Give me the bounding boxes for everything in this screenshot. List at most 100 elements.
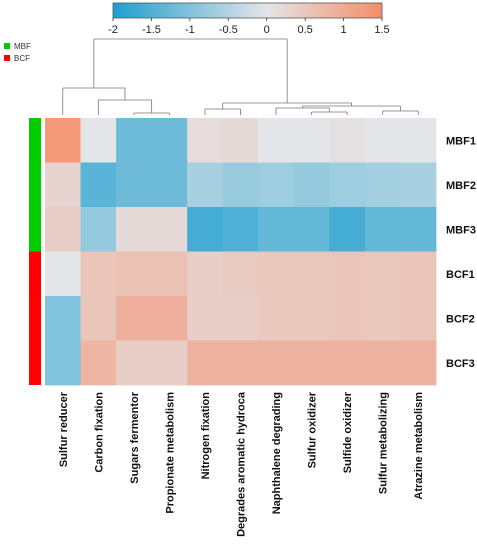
row-labels: MBF1 MBF2 MBF3 BCF1 BCF2 BCF3 — [446, 135, 476, 370]
heatmap-cell — [293, 162, 330, 208]
heatmap-cell — [400, 118, 437, 163]
heatmap-cell — [364, 251, 401, 297]
color-scale-bar: -2 -1.5 -1 -0.5 0 0.5 1 1.5 — [108, 2, 390, 36]
heatmap-cell — [222, 296, 259, 341]
heatmap-cell — [258, 340, 295, 386]
heatmap-cell — [151, 296, 188, 341]
heatmap-cell — [329, 251, 366, 297]
heatmap-cell — [258, 251, 295, 297]
heatmap-cell — [293, 251, 330, 297]
legend-swatch-mbf — [4, 43, 10, 49]
column-label: Degrades aromatic hydroca — [236, 391, 248, 537]
heatmap-cell — [222, 162, 259, 208]
heatmap-cell — [187, 340, 224, 386]
color-scale-tick-label: -1.5 — [142, 24, 161, 36]
heatmap-cell — [258, 162, 295, 208]
column-labels: Sulfur reducer Carbon fixation Sugars ferm… — [58, 391, 425, 537]
heatmap-cell — [364, 340, 401, 386]
heatmap-cell — [364, 118, 401, 163]
legend-swatch-bcf — [4, 55, 10, 61]
heatmap-cell — [400, 296, 437, 341]
heatmap-cell — [80, 296, 117, 341]
heatmap-cell — [258, 207, 295, 252]
row-group-strip — [29, 118, 41, 385]
heatmap-cell — [293, 296, 330, 341]
heatmap-cell — [222, 251, 259, 297]
heatmap-cell — [364, 162, 401, 208]
heatmap-cell — [400, 162, 437, 208]
column-label: Sulfur metabolizing — [378, 392, 390, 494]
heatmap-cell — [151, 207, 188, 252]
heatmap-cell — [293, 340, 330, 386]
heatmap-cell — [329, 207, 366, 252]
heatmap-cell — [116, 296, 153, 341]
heatmap-cell — [45, 162, 81, 208]
legend-label-mbf: MBF — [14, 42, 31, 51]
column-dendrogram — [62, 38, 419, 115]
color-scale-tick-label: 0.5 — [297, 24, 312, 36]
row-label: MBF3 — [446, 224, 476, 236]
heatmap-cell — [329, 162, 366, 208]
heatmap-cell — [45, 207, 81, 252]
color-scale-tick-label: 1 — [341, 24, 347, 36]
heatmap-cell — [400, 207, 437, 252]
heatmap-cell — [45, 251, 81, 297]
heatmap-cell — [187, 162, 224, 208]
heatmap-cell — [258, 118, 295, 163]
row-label: BCF3 — [446, 358, 475, 370]
column-label: Sulfur reducer — [58, 391, 70, 467]
column-label: Naphthalene degrading — [271, 392, 283, 514]
color-scale-tick-label: 1.5 — [374, 24, 389, 36]
heatmap-cell — [222, 207, 259, 252]
heatmap-cell — [80, 118, 117, 163]
group-legend: MBF BCF — [4, 42, 31, 63]
heatmap-cell — [116, 207, 153, 252]
row-label: BCF1 — [446, 269, 475, 281]
column-label: Sulfide oxidizer — [342, 391, 354, 473]
column-label: Propionate metabolism — [164, 392, 176, 514]
color-scale-tick-label: 0 — [264, 24, 270, 36]
heatmap-cell — [400, 340, 437, 386]
heatmap-cell — [187, 118, 224, 163]
heatmap-cell — [222, 340, 259, 386]
heatmap-cells — [45, 118, 437, 386]
column-label: Atrazine metabolism — [413, 392, 425, 500]
heatmap-cell — [151, 251, 188, 297]
column-label: Nitrogen fixation — [200, 392, 212, 480]
heatmap-cell — [80, 251, 117, 297]
heatmap-cell — [151, 340, 188, 386]
heatmap-cell — [116, 118, 153, 163]
heatmap-cell — [258, 296, 295, 341]
heatmap-cell — [187, 296, 224, 341]
heatmap-cell — [293, 207, 330, 252]
heatmap-cell — [45, 296, 81, 341]
heatmap-cell — [329, 340, 366, 386]
heatmap-cell — [116, 340, 153, 386]
heatmap-cell — [45, 118, 81, 163]
column-label: Sulfur oxidizer — [307, 391, 319, 468]
heatmap-cell — [151, 162, 188, 208]
heatmap-cell — [400, 251, 437, 297]
group-strip-mbf — [29, 118, 41, 252]
color-scale-fill — [112, 2, 383, 19]
heatmap-cell — [329, 118, 366, 163]
heatmap-cell — [80, 162, 117, 208]
heatmap-cell — [293, 118, 330, 163]
legend-label-bcf: BCF — [14, 54, 30, 63]
heatmap-cell — [364, 296, 401, 341]
color-scale-tick-label: -0.5 — [219, 24, 238, 36]
row-label: BCF2 — [446, 313, 475, 325]
column-label: Carbon fixation — [93, 392, 105, 473]
heatmap-cell — [45, 340, 81, 386]
group-strip-bcf — [29, 251, 41, 385]
heatmap-cell — [222, 118, 259, 163]
heatmap-cell — [80, 207, 117, 252]
color-scale-tick-label: -1 — [185, 24, 195, 36]
color-scale-tick-label: -2 — [108, 24, 118, 36]
heatmap-cell — [187, 251, 224, 297]
heatmap-cell — [80, 340, 117, 386]
column-label: Sugars fermentor — [129, 391, 141, 483]
row-label: MBF2 — [446, 180, 476, 192]
heatmap-cell — [329, 296, 366, 341]
